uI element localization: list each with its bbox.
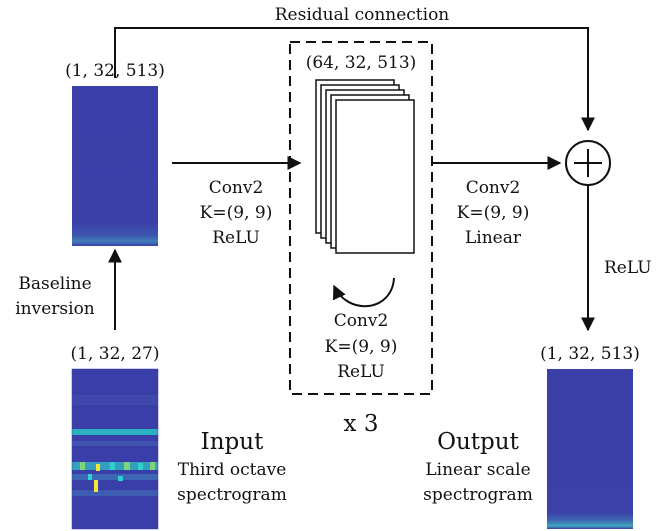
residual-connection-label: Residual connection (275, 5, 450, 25)
conv-in-line3: ReLU (212, 228, 260, 248)
sum-node (565, 140, 611, 186)
repeat-block-frame (289, 41, 433, 395)
hidden-shape-label: (64, 32, 513) (306, 53, 417, 73)
input-desc-line2: spectrogram (177, 485, 287, 505)
residual-connection-arrow (114, 27, 595, 132)
output-desc-line2: spectrogram (423, 485, 533, 505)
baseline-label-line1: Baseline (18, 274, 91, 294)
output-desc-line1: Linear scale (425, 460, 530, 480)
baseline-shape-label: (1, 32, 513) (65, 61, 165, 81)
input-title: Input (201, 429, 264, 455)
conv-loop-line1: Conv2 (334, 311, 389, 331)
output-spectrogram (547, 369, 633, 529)
output-shape-label: (1, 32, 513) (540, 344, 640, 364)
conv-loop-line2: K=(9, 9) (325, 337, 398, 357)
conv-out-line1: Conv2 (466, 178, 521, 198)
input-spectrogram (71, 368, 159, 530)
input-desc-line1: Third octave (178, 460, 287, 480)
relu-label: ReLU (604, 258, 652, 278)
baseline-label-line2: inversion (15, 299, 95, 319)
conv-in-line2: K=(9, 9) (200, 203, 273, 223)
feature-map-stack (315, 79, 415, 254)
baseline-spectrogram (72, 86, 158, 246)
recurrent-conv-arrow (333, 277, 395, 308)
conv-out-line2: K=(9, 9) (457, 203, 530, 223)
conv-out-line3: Linear (465, 228, 522, 248)
output-title: Output (437, 429, 519, 455)
conv-loop-line3: ReLU (337, 362, 385, 382)
input-shape-label: (1, 32, 27) (71, 344, 160, 364)
repeat-count-label: x 3 (344, 411, 379, 437)
conv-in-line1: Conv2 (209, 178, 264, 198)
